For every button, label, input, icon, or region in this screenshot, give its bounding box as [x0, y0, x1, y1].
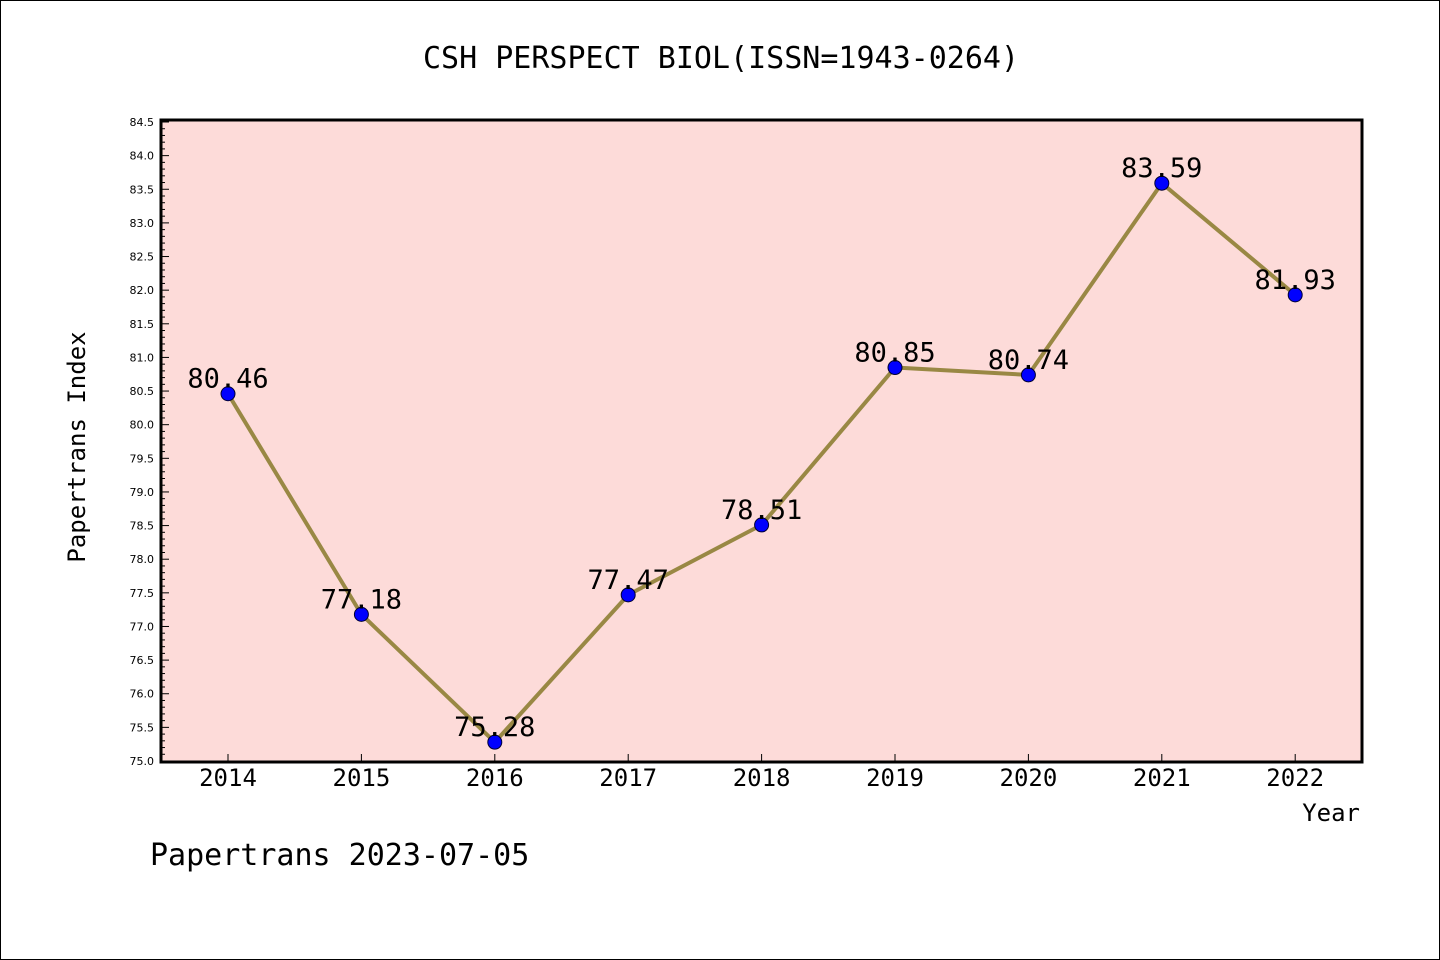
y-tick-label: 82.5	[130, 251, 155, 264]
data-point-marker	[620, 587, 636, 603]
y-tick-label: 82.0	[130, 284, 155, 297]
y-tick-label: 78.5	[130, 520, 155, 533]
data-label: 78.51	[721, 495, 802, 526]
y-tick-label: 78.0	[130, 553, 155, 566]
y-tick-label: 77.0	[130, 620, 155, 633]
data-point-marker	[220, 386, 236, 402]
y-tick-label: 80.0	[130, 419, 155, 432]
y-tick-label: 75.5	[130, 721, 155, 734]
data-point-marker	[353, 606, 369, 622]
data-label: 81.93	[1255, 265, 1336, 296]
x-tick-label: 2022	[1266, 764, 1324, 792]
data-point-marker	[1287, 287, 1303, 303]
series-layer: 80.46 77.18 75.28 77.47 78.51 80.85 80.74 83.59…	[187, 153, 1336, 750]
y-tick-label: 79.5	[130, 452, 155, 465]
y-tick-label: 77.5	[130, 587, 155, 600]
data-label: 80.46	[187, 364, 268, 395]
data-label: 80.85	[854, 338, 935, 369]
data-label: 83.59	[1121, 153, 1202, 184]
data-point-marker	[1020, 367, 1036, 383]
plot-frame	[159, 118, 1364, 764]
data-label: 80.74	[988, 345, 1069, 376]
y-tick-label: 83.0	[130, 217, 155, 230]
x-tick-label: 2014	[199, 764, 257, 792]
x-tick-label: 2021	[1133, 764, 1191, 792]
footer-date-stamp: Papertrans 2023-07-05	[150, 838, 529, 873]
data-label: 75.28	[454, 712, 535, 743]
data-point-marker	[887, 360, 903, 376]
x-tick-label: 2019	[866, 764, 924, 792]
x-tick-label: 2016	[466, 764, 524, 792]
y-tick-label: 84.0	[130, 150, 155, 163]
y-tick-label: 79.0	[130, 486, 155, 499]
y-tick-label: 80.5	[130, 385, 155, 398]
y-tick-label: 75.0	[130, 755, 155, 768]
y-tick-label: 81.0	[130, 351, 155, 364]
y-axis-label: Papertrans Index	[63, 331, 91, 562]
x-tick-label: 2018	[733, 764, 791, 792]
x-tick-label: 2017	[599, 764, 657, 792]
data-point-marker	[754, 517, 770, 533]
data-label: 77.18	[321, 584, 402, 615]
x-axis-label: Year	[1302, 799, 1360, 827]
y-tick-label: 76.0	[130, 688, 155, 701]
x-axis-ticks: 2014 2015 2016 2017 2018 2019 2020 2021 2022	[199, 754, 1324, 792]
y-tick-label: 76.5	[130, 654, 155, 667]
y-tick-label: 83.5	[130, 183, 155, 196]
x-tick-label: 2015	[333, 764, 391, 792]
x-tick-label: 2020	[1000, 764, 1058, 792]
chart-title: CSH PERSPECT BIOL(ISSN=1943-0264)	[423, 41, 1019, 76]
y-tick-label: 81.5	[130, 318, 155, 331]
data-point-marker	[487, 734, 503, 750]
data-label: 77.47	[588, 565, 669, 596]
data-point-marker	[1154, 175, 1170, 191]
y-tick-label: 84.5	[130, 116, 155, 129]
plot-area	[161, 120, 1362, 762]
